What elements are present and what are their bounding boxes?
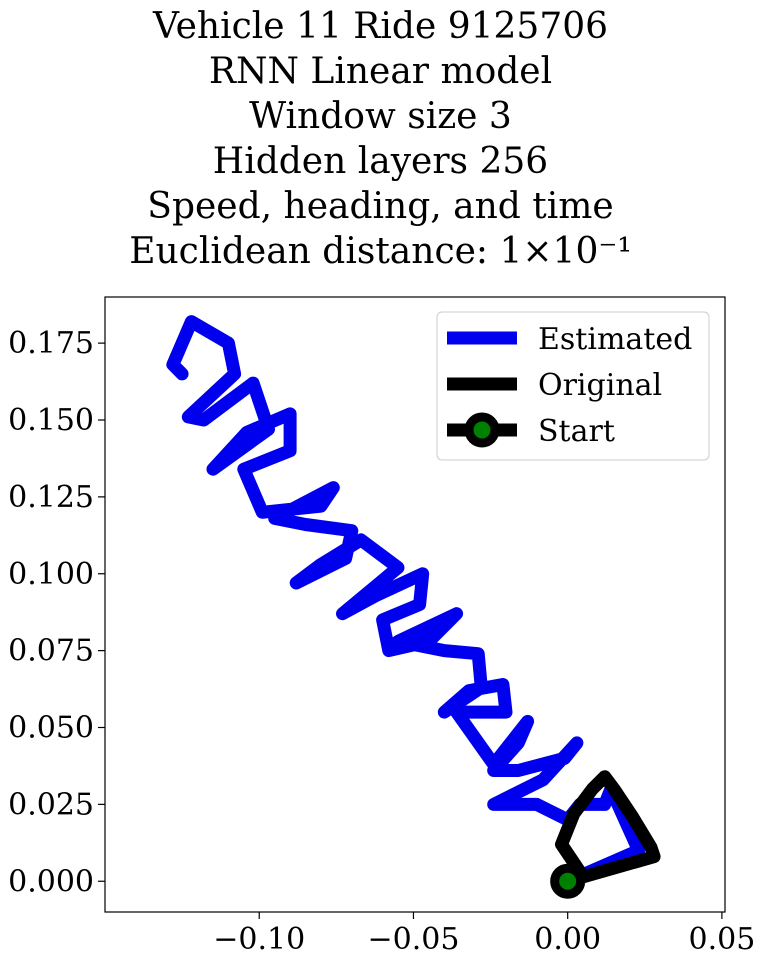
y-tick-label: 0.050: [8, 711, 94, 746]
series-line-estimated: [166, 315, 646, 888]
y-tick-label: 0.025: [8, 787, 94, 822]
title-line-6: Euclidean distance: 1×10⁻¹: [129, 231, 632, 272]
plot-area: [166, 315, 661, 899]
legend-label-estimated: Estimated: [538, 322, 692, 357]
title-line-3: Window size 3: [249, 96, 512, 137]
title-line-5: Speed, heading, and time: [147, 186, 614, 227]
y-tick-label: 0.150: [8, 403, 94, 438]
y-tick-label: 0.075: [8, 634, 94, 669]
legend-box: [436, 311, 710, 461]
x-tick-label: 0.05: [689, 922, 756, 957]
plot-frame: [104, 296, 726, 913]
chart-title: Vehicle 11 Ride 9125706 RNN Linear model…: [0, 4, 761, 274]
x-tick-label: 0.00: [534, 922, 601, 957]
legend-start-marker: [464, 412, 500, 448]
y-tick-label: 0.000: [8, 864, 94, 899]
start-point-marker: [550, 863, 586, 899]
x-tick-label: −0.10: [213, 922, 305, 957]
series-line-original: [555, 770, 661, 888]
title-line-2: RNN Linear model: [208, 51, 553, 92]
x-tick-label: −0.05: [367, 922, 459, 957]
title-line-4: Hidden layers 256: [212, 141, 549, 182]
title-line-1: Vehicle 11 Ride 9125706: [152, 6, 609, 47]
y-tick-label: 0.175: [8, 326, 94, 361]
legend-label-start: Start: [538, 414, 615, 449]
x-axis: −0.10 −0.05 0.00 0.05: [213, 912, 755, 957]
legend-label-original: Original: [538, 368, 662, 403]
y-axis: 0.000 0.025 0.050 0.075 0.100 0.125 0.150 0.175: [8, 326, 105, 899]
y-tick-label: 0.100: [8, 557, 94, 592]
y-tick-label: 0.125: [8, 480, 94, 515]
legend: Estimated Original Start: [436, 311, 710, 461]
